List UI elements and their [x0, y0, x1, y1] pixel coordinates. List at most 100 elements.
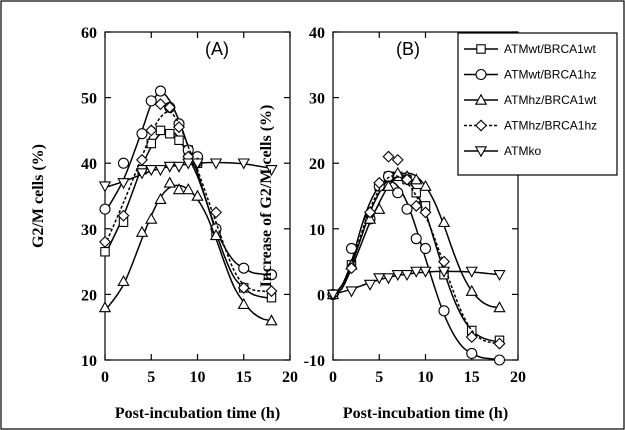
data-point — [345, 242, 358, 255]
data-point — [174, 135, 184, 145]
data-point — [237, 281, 250, 294]
data-point — [172, 161, 186, 173]
y-axis-title: Increase of G2/M cells (%) — [258, 105, 275, 288]
data-point — [98, 301, 112, 313]
data-point — [382, 179, 395, 191]
data-point — [493, 269, 506, 282]
legend-item: ATMhz/BRCA1hz — [464, 119, 597, 133]
y-tick-label: 10 — [309, 222, 325, 239]
data-point — [135, 168, 149, 180]
data-point — [145, 95, 157, 107]
legend-marker — [475, 119, 487, 132]
series-line — [104, 111, 272, 293]
data-point — [437, 215, 451, 227]
data-point — [419, 266, 432, 278]
y-tick-label: 10 — [81, 353, 97, 370]
data-point — [265, 314, 278, 326]
y-tick-label: 0 — [317, 287, 325, 304]
y-tick-label: 30 — [309, 91, 325, 108]
data-point — [209, 158, 223, 170]
y-tick-label: 60 — [81, 25, 97, 42]
data-point — [391, 153, 404, 166]
data-point — [191, 189, 204, 201]
data-point — [410, 233, 422, 245]
data-point — [237, 158, 250, 170]
data-point — [163, 101, 176, 114]
data-point — [410, 173, 423, 185]
data-point — [373, 273, 386, 285]
data-point — [465, 266, 478, 278]
legend-item: ATMko — [464, 144, 541, 158]
data-point — [410, 266, 423, 278]
data-point — [117, 209, 130, 222]
data-point — [465, 284, 478, 296]
data-point — [154, 85, 167, 97]
data-point — [438, 305, 450, 317]
data-point — [437, 266, 451, 278]
data-point — [172, 183, 186, 195]
data-point — [238, 262, 250, 274]
y-tick-label: 30 — [81, 222, 97, 239]
data-point — [237, 297, 250, 309]
y-tick-label: 40 — [81, 156, 97, 173]
data-point — [419, 179, 432, 191]
series-circle — [99, 85, 278, 281]
data-point — [154, 192, 167, 205]
data-point — [419, 242, 432, 255]
data-point — [363, 212, 377, 224]
data-point — [401, 173, 413, 186]
y-tick-label: -10 — [304, 353, 325, 370]
data-point — [209, 229, 223, 241]
data-point — [145, 212, 158, 224]
x-axis-title: Post-incubation time (h) — [115, 405, 280, 422]
data-point — [155, 125, 166, 136]
data-point — [493, 337, 506, 350]
data-point — [117, 157, 130, 169]
x-tick-label: 20 — [510, 369, 526, 386]
series-triangle-up — [98, 176, 278, 326]
data-point — [265, 285, 278, 298]
panel-a: 0 5 10 15 20 10 20 30 40 50 60 Post-incubation time… — [30, 25, 298, 422]
data-point — [345, 286, 358, 298]
series-triangle-up — [326, 166, 506, 313]
data-point — [191, 158, 204, 170]
x-axis-title: Post-incubation time (h) — [343, 405, 508, 422]
x-tick-label: 15 — [464, 369, 480, 386]
x-tick-label: 20 — [282, 369, 298, 386]
panel-label: (A) — [205, 39, 229, 59]
legend-label: ATMko — [504, 144, 541, 158]
data-point — [391, 166, 404, 178]
data-point — [400, 269, 414, 282]
data-point — [135, 225, 149, 237]
legend-item: ATMwt/BRCA1hz — [464, 68, 596, 82]
data-point — [210, 206, 222, 219]
data-point — [382, 150, 395, 163]
data-point — [145, 124, 158, 137]
data-point — [401, 203, 413, 215]
data-point — [117, 274, 130, 287]
legend-label: ATMhz/BRCA1wt — [504, 93, 597, 107]
data-point — [98, 181, 112, 193]
data-point — [392, 187, 404, 199]
x-tick-label: 10 — [418, 369, 434, 386]
data-point — [136, 128, 148, 140]
data-point — [163, 161, 176, 173]
data-point — [173, 121, 185, 134]
x-tick-label: 10 — [190, 369, 206, 386]
data-point — [182, 183, 195, 195]
legend-marker — [475, 68, 487, 81]
data-point — [465, 331, 478, 344]
x-tick-label: 15 — [236, 369, 252, 386]
data-point — [265, 269, 278, 281]
x-tick-label: 0 — [101, 369, 109, 386]
panel-label: (B) — [396, 39, 420, 59]
data-point — [373, 202, 386, 214]
x-tick-label: 5 — [375, 369, 383, 386]
data-point — [146, 138, 157, 149]
data-point — [364, 206, 376, 219]
data-point — [99, 203, 111, 215]
data-point — [163, 176, 176, 188]
data-point — [182, 158, 195, 170]
